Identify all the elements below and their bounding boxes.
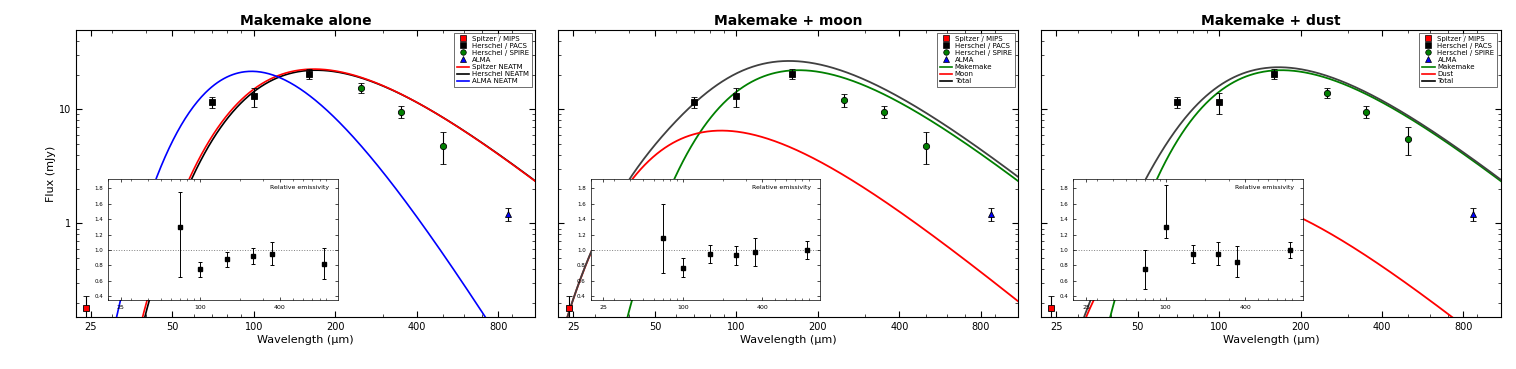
X-axis label: Wavelength (μm): Wavelength (μm) — [258, 335, 353, 345]
Title: Makemake + moon: Makemake + moon — [714, 14, 863, 28]
Title: Makemake alone: Makemake alone — [240, 14, 371, 28]
Legend: Spitzer / MIPS, Herschel / PACS, Herschel / SPIRE, ALMA, Makemake, Moon, Total: Spitzer / MIPS, Herschel / PACS, Hersche… — [937, 33, 1014, 87]
X-axis label: Wavelength (μm): Wavelength (μm) — [1223, 335, 1319, 345]
Y-axis label: Flux (mJy): Flux (mJy) — [45, 145, 56, 201]
Legend: Spitzer / MIPS, Herschel / PACS, Herschel / SPIRE, ALMA, Spitzer NEATM, Herschel: Spitzer / MIPS, Herschel / PACS, Hersche… — [455, 33, 532, 87]
Legend: Spitzer / MIPS, Herschel / PACS, Herschel / SPIRE, ALMA, Makemake, Dust, Total: Spitzer / MIPS, Herschel / PACS, Hersche… — [1419, 33, 1498, 87]
X-axis label: Wavelength (μm): Wavelength (μm) — [740, 335, 837, 345]
Title: Makemake + dust: Makemake + dust — [1201, 14, 1340, 28]
